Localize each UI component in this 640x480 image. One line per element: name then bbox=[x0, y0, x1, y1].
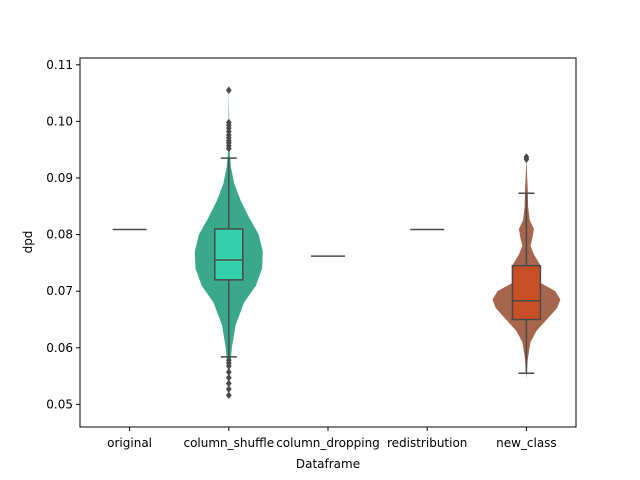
y-tick-label: 0.05 bbox=[46, 397, 73, 411]
y-axis-label: dpd bbox=[21, 231, 35, 254]
y-tick-label: 0.07 bbox=[46, 284, 73, 298]
box-iqr bbox=[511, 264, 542, 321]
y-tick-label: 0.08 bbox=[46, 228, 73, 242]
x-axis-label: Dataframe bbox=[296, 457, 360, 471]
outlier-point bbox=[523, 155, 530, 164]
plot-frame bbox=[79, 57, 577, 428]
x-tick-label: original bbox=[107, 436, 152, 450]
x-axis: original column_shuffle column_dropping red… bbox=[107, 427, 557, 450]
outlier-point bbox=[225, 144, 232, 153]
x-tick-label: column_shuffle bbox=[183, 436, 274, 450]
x-tick-label: column_dropping bbox=[276, 436, 380, 450]
y-tick-label: 0.10 bbox=[46, 114, 73, 128]
y-tick-label: 0.06 bbox=[46, 341, 73, 355]
y-tick-label: 0.09 bbox=[46, 171, 73, 185]
y-tick-label: 0.11 bbox=[46, 58, 73, 72]
x-tick-label: redistribution bbox=[387, 436, 467, 450]
box-iqr bbox=[214, 228, 244, 281]
boxes-layer bbox=[112, 86, 542, 400]
outlier-point bbox=[225, 391, 232, 400]
y-axis: 0.05 0.06 0.07 0.08 0.09 0.10 0.11 bbox=[46, 58, 80, 411]
violins-layer bbox=[194, 90, 561, 391]
outlier-point bbox=[225, 86, 232, 95]
x-tick-label: new_class bbox=[496, 436, 557, 450]
